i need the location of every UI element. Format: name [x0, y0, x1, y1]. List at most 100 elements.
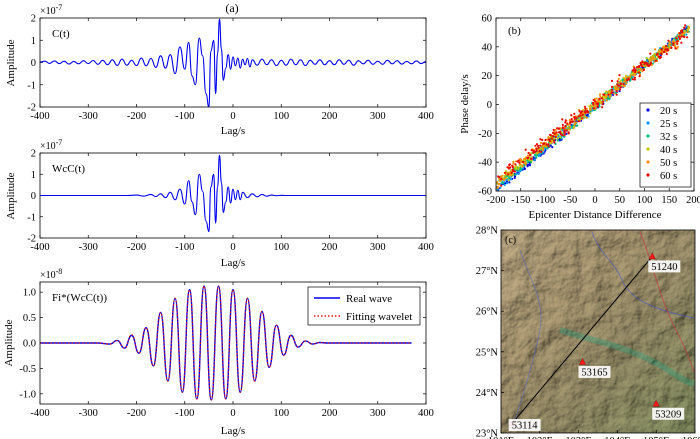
phase-xtick-label: -50	[563, 195, 577, 206]
phase-point	[541, 145, 544, 148]
phase-point	[633, 76, 637, 79]
wct-xtick-label: -400	[30, 242, 49, 253]
phase-point	[619, 82, 622, 86]
phase-legend-label: 40 s	[660, 145, 677, 156]
ct-ticks: -400 -300 -200 -100 0 100 200 300 400 -2 -1 0 1 2	[27, 14, 434, 123]
phase-point	[566, 126, 569, 129]
phase-point	[555, 131, 558, 134]
phase-point	[601, 103, 604, 106]
phase-axes-frame	[495, 17, 695, 192]
phase-point	[547, 136, 550, 139]
phase-point	[552, 128, 555, 131]
phase-point	[507, 173, 510, 176]
phase-point	[511, 166, 514, 169]
phase-point	[618, 74, 621, 77]
phase-point	[633, 67, 636, 70]
phase-point	[535, 147, 538, 150]
phase-point	[540, 150, 543, 154]
phase-point	[508, 163, 511, 167]
phase-point	[559, 130, 562, 133]
fi-xtick-label: 100	[273, 408, 289, 419]
ct-exponent: ×10-7	[40, 3, 62, 17]
phase-point	[554, 129, 557, 132]
phase-point	[496, 180, 499, 184]
map-station-label: 53114	[512, 421, 539, 432]
map-lon-label: 104°E	[604, 436, 630, 439]
phase-point	[608, 95, 611, 98]
ct-xtick-label: -300	[79, 111, 98, 122]
wct-xtick-label: -200	[127, 242, 146, 253]
phase-point	[565, 129, 568, 132]
phase-point	[526, 165, 529, 168]
phase-point	[639, 61, 642, 65]
phase-point	[550, 141, 553, 144]
fi-axes-frame	[39, 281, 427, 405]
phase-point	[547, 143, 550, 146]
phase-point	[551, 146, 554, 149]
phase-point	[610, 85, 614, 88]
phase-point	[599, 93, 602, 96]
phase-point	[572, 127, 575, 130]
phase-point	[563, 131, 566, 134]
fi-legend-label-fit: Fitting wavelet	[346, 311, 412, 323]
map-lat-label: 28°N	[476, 226, 499, 237]
wct-xlabel: Lag/s	[221, 257, 245, 269]
fi-ticks: -400 -300 -200 -100 0 100 200 300 400 -1.0 -0.5 0.0…	[19, 282, 434, 419]
phase-point	[640, 65, 643, 68]
fi-ytick-label: -1.0	[19, 389, 36, 400]
fi-xlabel: Lag/s	[221, 425, 245, 437]
phase-point	[583, 105, 587, 108]
phase-point	[578, 110, 581, 113]
phase-point	[564, 125, 567, 128]
map-lon-label: 102°E	[527, 436, 553, 439]
phase-point	[499, 179, 502, 182]
phase-point	[567, 132, 570, 135]
phase-point	[619, 79, 622, 82]
wct-title: WcC(t)	[52, 163, 85, 175]
phase-point	[605, 95, 608, 98]
phase-point	[576, 124, 579, 127]
phase-xtick-label: -200	[486, 195, 505, 206]
phase-point	[652, 54, 655, 57]
phase-point	[569, 121, 572, 124]
phase-point	[509, 174, 513, 177]
phase-point	[650, 63, 653, 66]
ct-xtick-label: -400	[30, 111, 49, 122]
phase-ytick-label: -40	[478, 158, 492, 169]
phase-point	[633, 78, 636, 81]
map-lon-label: 103°E	[565, 436, 591, 439]
phase-point	[503, 174, 506, 178]
map-lat-label: 26°N	[476, 307, 499, 318]
phase-point	[637, 71, 640, 74]
phase-point	[506, 166, 509, 169]
phase-point	[528, 164, 532, 167]
map-frame	[500, 229, 696, 434]
phase-point	[653, 52, 656, 56]
ct-xtick-label: 0	[230, 111, 235, 122]
phase-point	[627, 78, 631, 81]
wct-ytick-label: 1	[31, 170, 36, 181]
phase-point	[680, 41, 683, 44]
phase-point	[535, 143, 539, 146]
phase-point	[507, 167, 511, 170]
phase-point	[517, 167, 520, 170]
phase-point	[506, 182, 509, 185]
phase-point	[545, 143, 548, 146]
fi-xtick-label: -400	[30, 408, 49, 419]
phase-point	[537, 144, 540, 148]
phase-point	[517, 172, 520, 175]
map-station-label: 53209	[655, 409, 681, 420]
phase-point	[596, 102, 600, 105]
panel-a-label: (a)	[225, 1, 238, 15]
phase-point	[561, 126, 564, 129]
phase-point	[503, 177, 506, 180]
phase-point	[676, 40, 679, 43]
phase-point	[501, 174, 504, 177]
phase-point	[582, 109, 585, 112]
phase-legend-marker	[646, 134, 650, 138]
map-station-label-bg	[648, 260, 681, 273]
phase-point	[561, 134, 564, 137]
phase-point	[669, 42, 672, 45]
map-lon-label: 101°E	[488, 436, 514, 439]
phase-point	[607, 93, 610, 96]
